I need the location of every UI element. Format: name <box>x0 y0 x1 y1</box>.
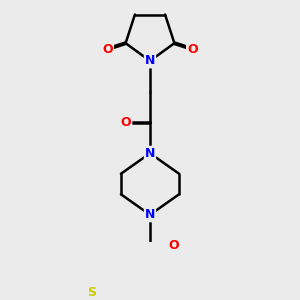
Text: O: O <box>102 43 113 56</box>
Text: N: N <box>145 54 155 68</box>
Text: N: N <box>145 147 155 160</box>
Text: N: N <box>145 208 155 221</box>
Text: O: O <box>187 43 198 56</box>
Text: O: O <box>169 239 179 252</box>
Text: O: O <box>121 116 131 129</box>
Text: S: S <box>87 286 96 299</box>
